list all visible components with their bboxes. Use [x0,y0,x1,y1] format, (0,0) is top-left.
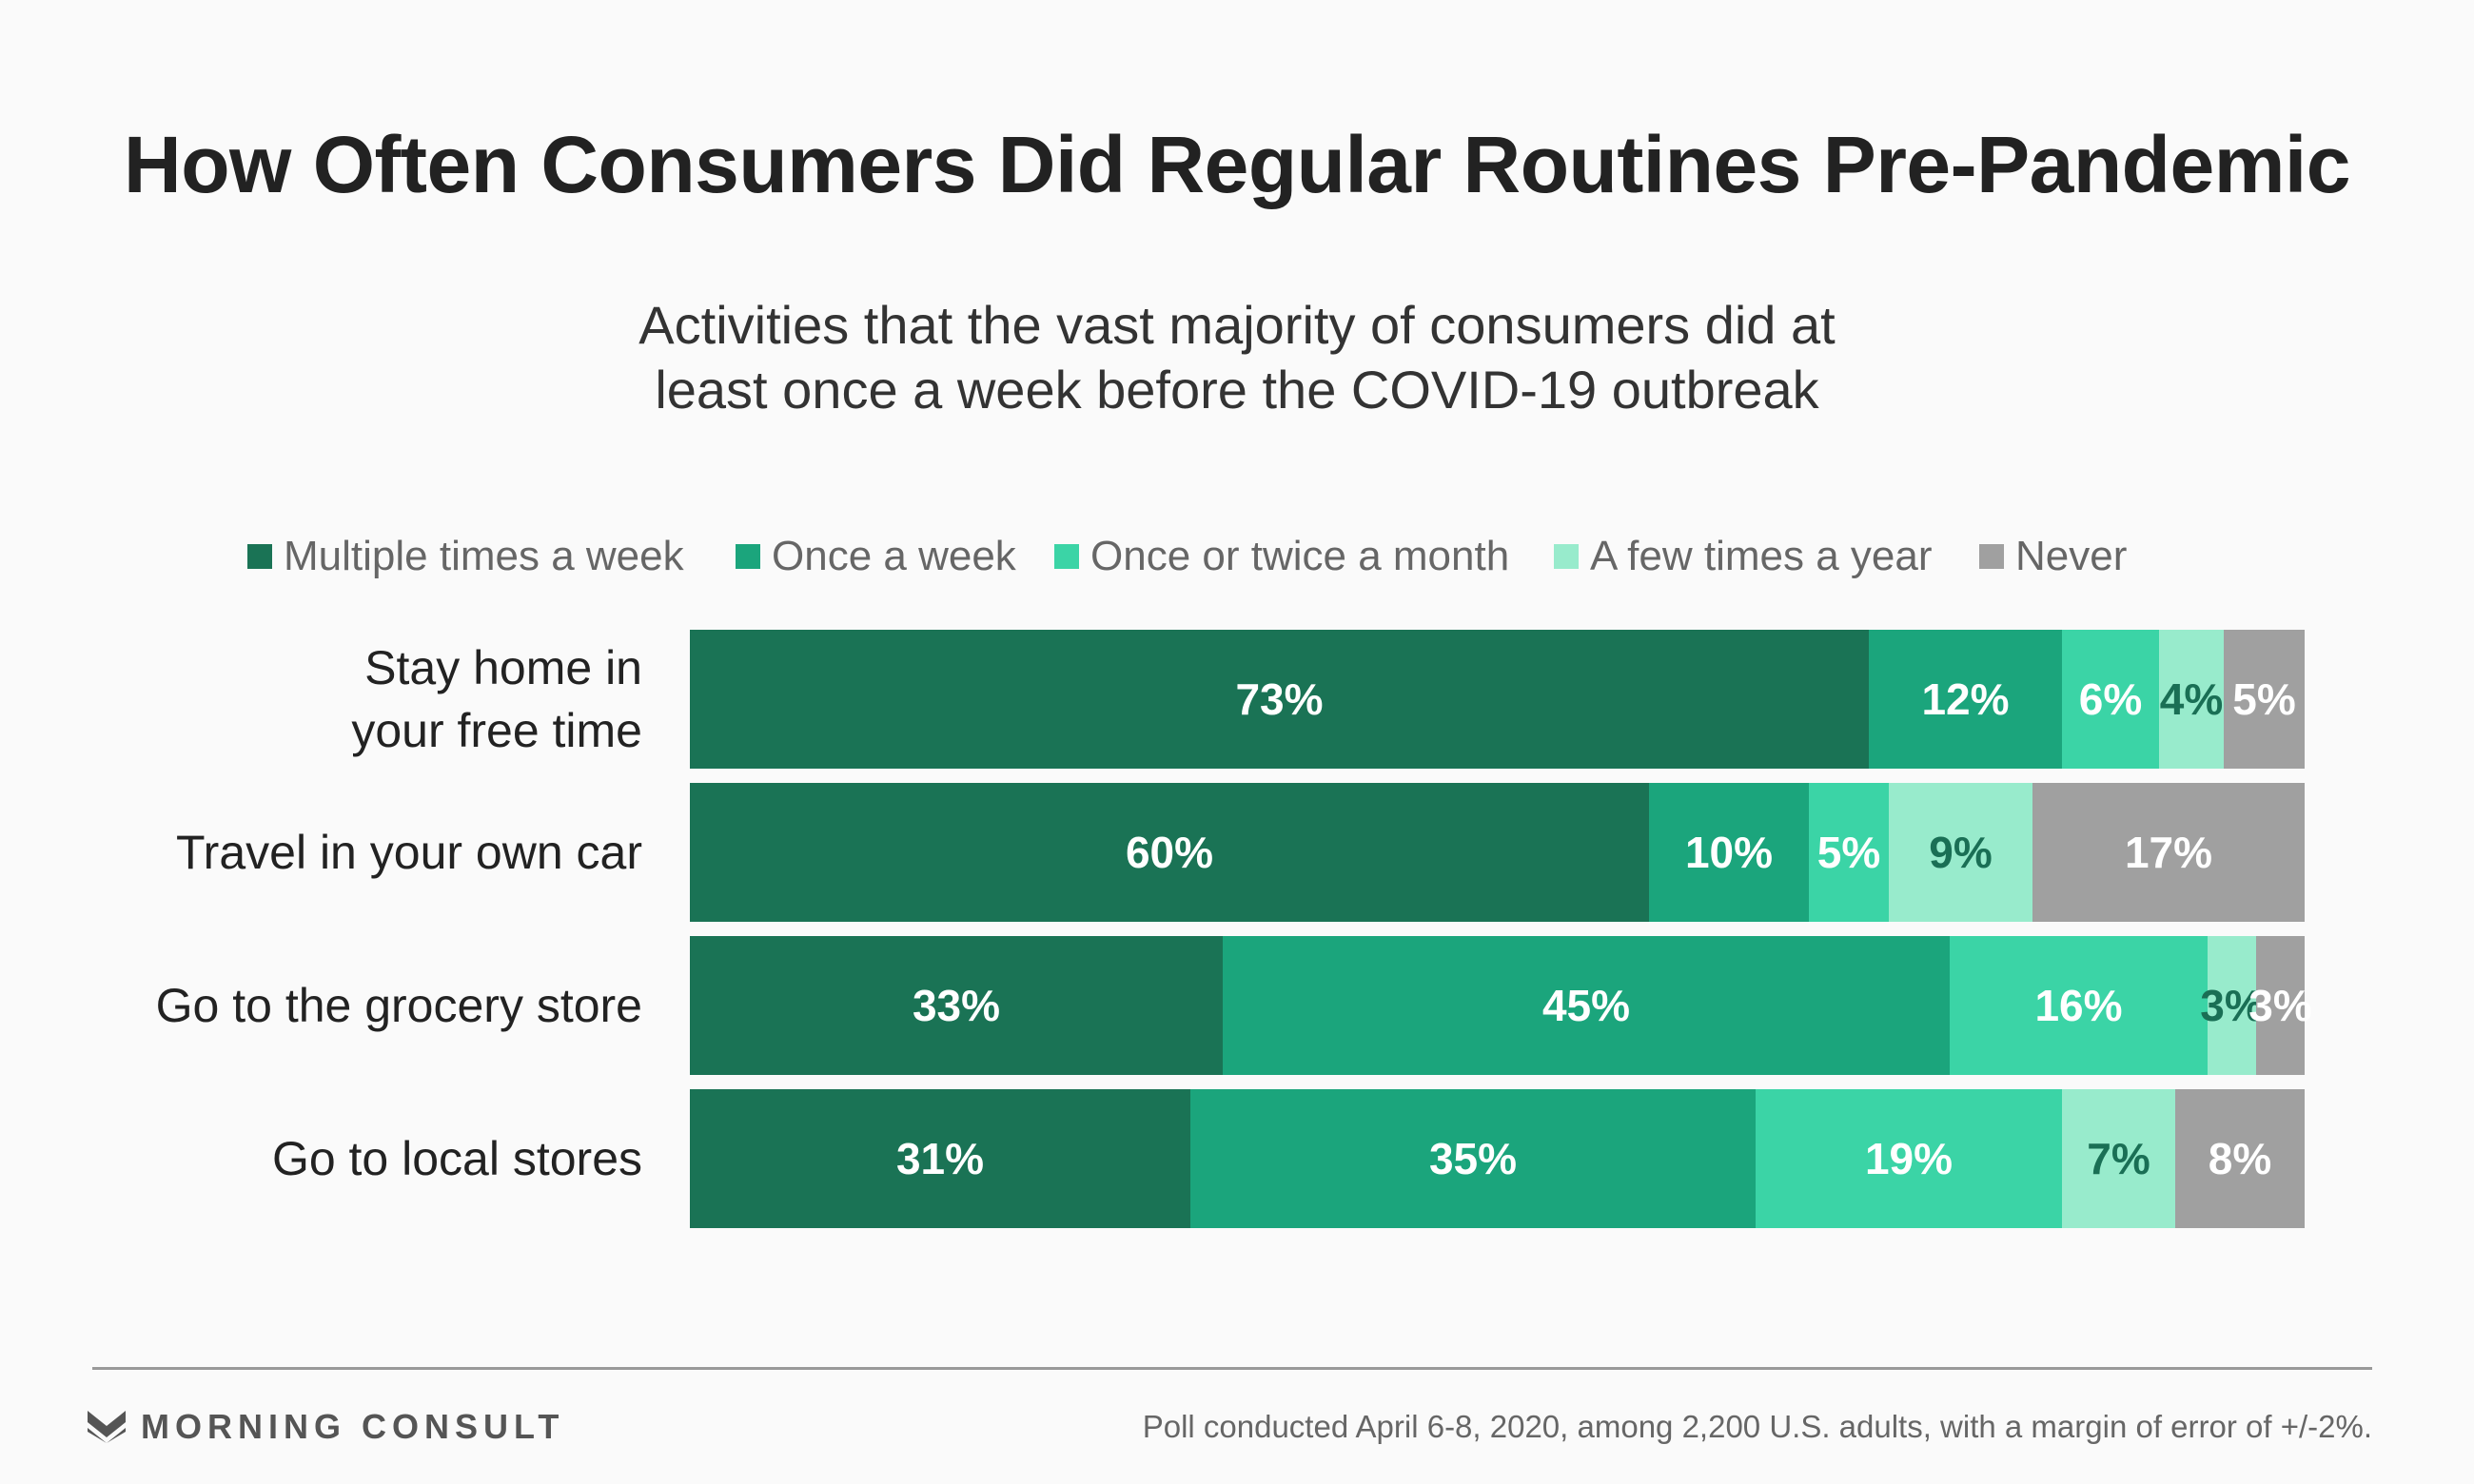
category-label: Travel in your own car [76,821,642,884]
bar-segment: 35% [1190,1089,1756,1228]
bar-segment: 3% [2200,936,2264,1075]
bar-row: 60% 10% 5% 9% 17% [690,783,2305,922]
chart-title: How Often Consumers Did Regular Routines… [124,120,2350,209]
data-label: 7% [2087,1134,2150,1183]
category-label: Go to the grocery store [76,974,642,1037]
bar-segment: 5% [2224,630,2305,769]
chart-legend: Multiple times a week Once a week Once or … [0,528,2474,585]
category-label-line: Go to the grocery store [155,979,642,1032]
brand-name: MORNING CONSULT [141,1407,565,1446]
bar-segment: 19% [1756,1089,2062,1228]
data-label: 10% [1684,828,1774,877]
bar-segment: 4% [2159,630,2224,769]
bar-segment: 5% [1809,783,1889,922]
data-label: 33% [912,981,1001,1030]
legend-item: Once or twice a month [1054,528,1509,585]
bar-row: 73% 12% 6% 4% 5% [690,630,2305,769]
brand-logo: MORNING CONSULT [88,1406,564,1448]
bar-row: 31% 35% 19% 7% 8% [690,1089,2305,1228]
bar-segment: 16% [1950,936,2208,1075]
legend-swatch [1554,544,1579,569]
data-label: 5% [1816,828,1881,877]
morning-consult-logo-icon [88,1411,126,1443]
data-label: 3% [2248,981,2312,1030]
data-label: 8% [2208,1134,2272,1183]
bar-segment: 3% [2248,936,2312,1075]
legend-label: A few times a year [1590,533,1933,579]
category-label-line: your free time [351,704,642,757]
category-label: Stay home in your free time [76,636,642,762]
data-label: 12% [1921,674,2010,724]
legend-swatch [736,544,760,569]
legend-swatch [1054,544,1079,569]
data-label: 17% [2124,828,2213,877]
bar-segment: 10% [1649,783,1809,922]
data-label: 6% [2078,674,2143,724]
data-label: 3% [2200,981,2264,1030]
bar-segment: 9% [1889,783,2032,922]
legend-label: Once a week [772,533,1016,579]
bar-row: 33% 45% 16% 3% 3% [690,936,2312,1075]
category-label-line: Go to local stores [271,1132,642,1185]
category-label: Go to local stores [76,1127,642,1190]
bar-segment: 45% [1223,936,1950,1075]
legend-item: Never [1979,528,2127,585]
legend-swatch [1979,544,2004,569]
bar-segment: 12% [1869,630,2062,769]
legend-label: Once or twice a month [1090,533,1510,579]
data-label: 73% [1235,674,1324,724]
data-label: 31% [895,1134,985,1183]
bar-segment: 33% [690,936,1223,1075]
legend-label: Multiple times a week [284,533,684,579]
legend-item: Once a week [736,528,1016,585]
category-label-line: Travel in your own car [176,826,642,879]
bar-segment: 8% [2175,1089,2305,1228]
bar-segment: 73% [690,630,1869,769]
data-label: 9% [1929,828,1993,877]
bar-segment: 60% [690,783,1649,922]
category-label-line: Stay home in [364,641,642,694]
bar-segment: 7% [2062,1089,2175,1228]
data-label: 19% [1864,1134,1954,1183]
data-label: 5% [2232,674,2296,724]
data-label: 4% [2159,674,2224,724]
data-label: 35% [1428,1134,1518,1183]
bar-segment: 17% [2032,783,2305,922]
footer-divider [92,1367,2372,1370]
data-label: 60% [1125,828,1214,877]
data-label: 16% [2034,981,2123,1030]
legend-label: Never [2015,533,2128,579]
bar-segment: 31% [690,1089,1190,1228]
legend-item: A few times a year [1554,528,1932,585]
legend-swatch [247,544,272,569]
data-label: 45% [1541,981,1631,1030]
bar-segment: 6% [2062,630,2159,769]
chart-subtitle: Activities that the vast majority of con… [381,293,2093,422]
footer-note: Poll conducted April 6-8, 2020, among 2,… [1142,1409,2372,1444]
subtitle-line-1: Activities that the vast majority of con… [638,295,1836,355]
legend-item: Multiple times a week [247,528,684,585]
subtitle-line-2: least once a week before the COVID-19 ou… [655,360,1819,420]
